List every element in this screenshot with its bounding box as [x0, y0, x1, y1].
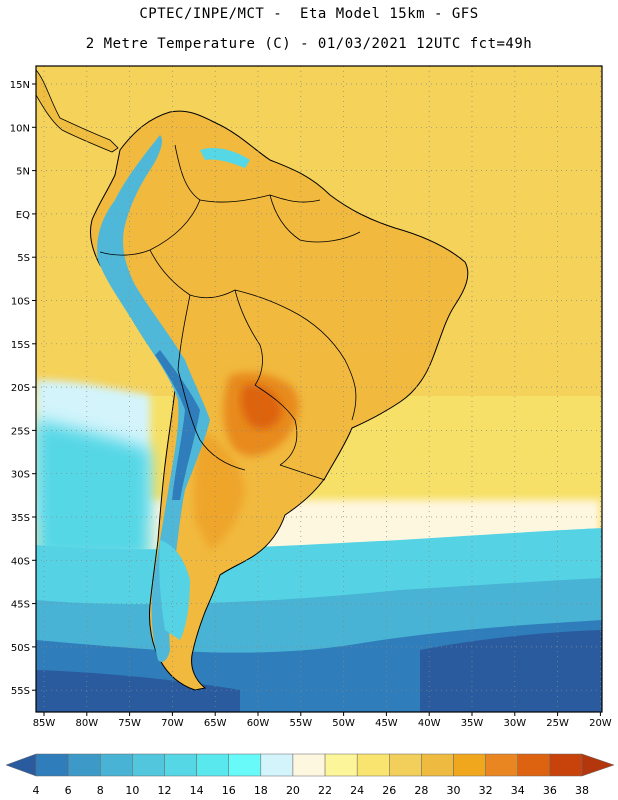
andes-cold: [97, 135, 210, 662]
colorbar-bin: [99, 753, 133, 777]
colorbar-label: 28: [414, 784, 428, 797]
lat-tick-label: EQ: [16, 210, 30, 221]
lon-tick-label: 20W: [589, 718, 612, 729]
colorbar-label: 10: [125, 784, 139, 797]
colorbar-bin: [5, 753, 37, 777]
lon-tick-label: 40W: [418, 718, 441, 729]
colorbar-bin: [196, 753, 229, 777]
andes-coldest: [155, 350, 200, 500]
colorbar-bin: [581, 753, 615, 777]
lat-tick-label: 10N: [10, 123, 30, 134]
colorbar: 4 6 8 10 12 14 16 18 20 22 24 26 28 30 32 34 36 38: [5, 753, 615, 797]
southwest-atlantic-cold: [420, 630, 602, 712]
lat-tick-label: 30S: [11, 470, 30, 481]
colorbar-label: 14: [190, 784, 204, 797]
map-frame: [35, 65, 603, 713]
lon-tick-label: 50W: [332, 718, 355, 729]
lat-tick-label: 10S: [11, 297, 30, 308]
colorbar-bin: [324, 753, 358, 777]
map-field: [36, 66, 602, 712]
lon-tick-label: 75W: [118, 718, 141, 729]
lon-tick-label: 60W: [247, 718, 270, 729]
colorbar-bin: [67, 753, 101, 777]
colorbar-bin: [260, 753, 294, 777]
colorbar-label: 26: [382, 784, 396, 797]
colorbar-label: 36: [543, 784, 557, 797]
lon-tick-label: 80W: [75, 718, 98, 729]
lat-tick-label: 25S: [11, 426, 30, 437]
pacific-cold-band: [36, 420, 150, 560]
colorbar-bin: [228, 753, 262, 777]
lat-tick-label: 55S: [11, 686, 30, 697]
lat-tick-label: 20S: [11, 383, 30, 394]
warm-argentina: [194, 430, 245, 550]
colorbar-bin: [517, 753, 551, 777]
lon-tick-label: 25W: [546, 718, 569, 729]
colorbar-label: 24: [350, 784, 364, 797]
colorbar-label: 8: [97, 784, 104, 797]
colorbar-label: 34: [511, 784, 525, 797]
colorbar-bin: [453, 753, 486, 777]
colorbar-label: 4: [33, 784, 40, 797]
colorbar-label: 32: [479, 784, 493, 797]
colorbar-bin: [549, 753, 583, 777]
central-america: [36, 69, 119, 153]
lon-tick-label: 55W: [289, 718, 312, 729]
lon-tick-label: 30W: [503, 718, 526, 729]
map-subtitle: 2 Metre Temperature (C) - 01/03/2021 12U…: [85, 36, 533, 52]
lat-tick-label: 35S: [11, 513, 30, 524]
venezuela-highlands: [200, 148, 250, 168]
lon-tick-label: 35W: [461, 718, 484, 729]
colorbar-label: 38: [575, 784, 589, 797]
colorbar-bin: [132, 753, 165, 777]
colorbar-bin: [421, 753, 454, 777]
colorbar-label: 6: [65, 784, 72, 797]
lat-tick-label: 50S: [11, 643, 30, 654]
lat-tick-label: 5S: [17, 253, 30, 264]
colorbar-label: 18: [254, 784, 268, 797]
latitude-ticks: 15N 10N 5N EQ 5S 10S 15S 20S 25S 30S 35S 40S 45S 50S 5…: [10, 80, 36, 697]
lat-tick-label: 45S: [11, 600, 30, 611]
map-title: CPTEC/INPE/MCT - Eta Model 15km - GFS: [139, 6, 479, 22]
lon-tick-label: 70W: [161, 718, 184, 729]
lon-tick-label: 65W: [204, 718, 227, 729]
lat-tick-label: 5N: [16, 167, 30, 178]
colorbar-label: 30: [447, 784, 461, 797]
lon-tick-label: 45W: [375, 718, 398, 729]
colorbar-label: 16: [222, 784, 236, 797]
colorbar-label: 22: [318, 784, 332, 797]
colorbar-label: 20: [286, 784, 300, 797]
colorbar-bin: [389, 753, 422, 777]
lat-tick-label: 15N: [10, 80, 30, 91]
country-borders: [99, 144, 361, 481]
colorbar-bin: [356, 753, 390, 777]
hottest-core: [240, 384, 282, 430]
colorbar-bin: [292, 753, 326, 777]
patagonia-cool: [159, 540, 190, 640]
lat-tick-label: 40S: [11, 556, 30, 567]
lat-tick-label: 15S: [11, 340, 30, 351]
colorbar-bin: [485, 753, 519, 777]
colorbar-bin: [35, 753, 69, 777]
lon-tick-label: 85W: [33, 718, 56, 729]
colorbar-bin: [164, 753, 197, 777]
colorbar-label: 12: [157, 784, 171, 797]
longitude-ticks: 85W 80W 75W 70W 65W 60W 55W 50W 45W 40W 35W 30W 25W 2…: [33, 712, 612, 729]
